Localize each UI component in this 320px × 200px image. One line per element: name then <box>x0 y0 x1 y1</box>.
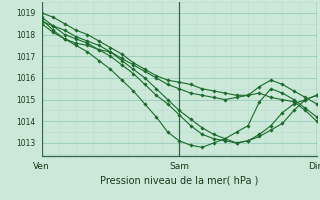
X-axis label: Pression niveau de la mer( hPa ): Pression niveau de la mer( hPa ) <box>100 175 258 185</box>
